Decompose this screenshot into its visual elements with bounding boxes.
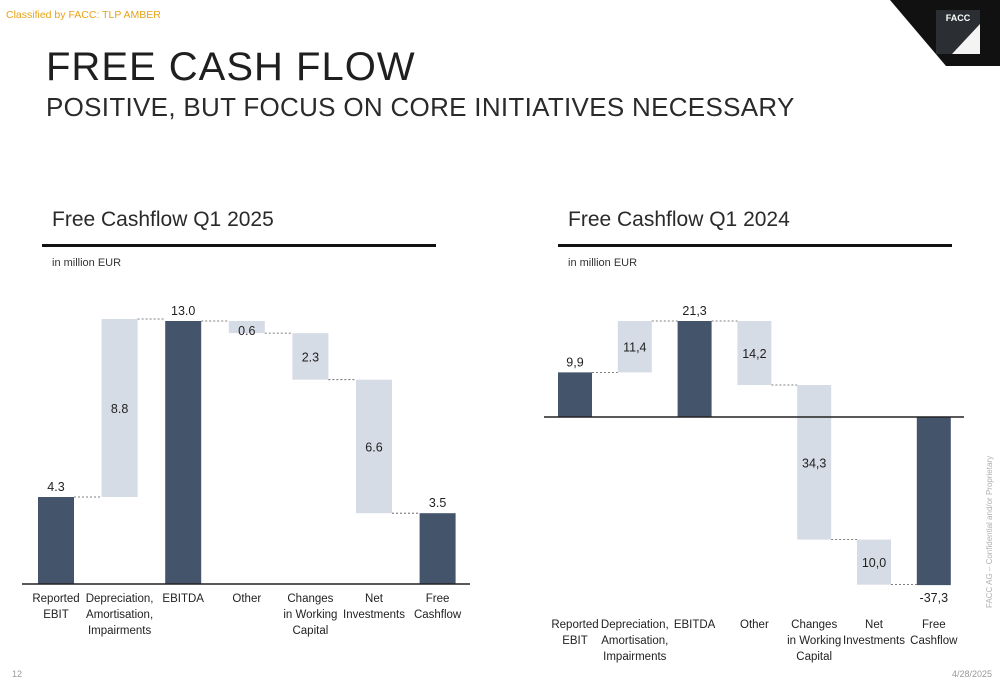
page-subtitle: POSITIVE, BUT FOCUS ON CORE INITIATIVES … [46,92,795,122]
chart-1-category-label-5-3: Capital [292,625,328,637]
chart-1-bar-2 [101,318,138,498]
chart-2-value-label-4: 14,2 [742,347,766,361]
chart-2-category-label-6-2: Investments [843,635,905,647]
chart-2-unit: in million EUR [568,257,638,269]
chart-1-category-label-2-2: Amortisation, [86,609,153,621]
chart-2-value-label-7: -37,3 [920,591,949,605]
chart-2-category-label-2-1: Depreciation, [601,619,669,631]
chart-1-category-label-4-1: Other [232,593,261,605]
chart-1-value-label-5: 2.3 [302,350,319,364]
chart-1-bar-1 [38,497,74,584]
chart-2-rule [558,244,952,247]
chart-1-bar-7 [419,513,456,584]
chart-2-bar-3 [677,321,712,417]
chart-1-value-label-4: 0.6 [238,324,255,338]
chart-2-bar-1 [558,372,592,417]
chart-1-bar-4 [228,321,265,334]
chart-2-category-label-3-1: EBITDA [674,619,716,631]
chart-2-category-label-2-2: Amortisation, [601,635,668,647]
chart-1-unit: in million EUR [52,257,122,269]
chart-2-bar-7 [916,417,951,586]
chart-2-bar-2 [617,321,652,373]
chart-2-value-label-6: 10,0 [862,556,886,570]
chart-1-category-label-2-3: Impairments [88,625,152,637]
chart-2-category-label-1-2: EBIT [562,635,588,647]
chart-1-category-label-1-2: EBIT [43,609,69,621]
chart-2-value-label-3: 21,3 [682,304,706,318]
chart-2-category-label-4-1: Other [740,619,769,631]
chart-2-category-label-2-3: Impairments [603,651,667,663]
chart-2-category-label-7-2: Cashflow [910,635,958,647]
chart-1-category-label-6-1: Net [365,593,384,605]
chart-1-value-label-1: 4.3 [47,480,64,494]
chart-2-category-label-1-1: Reported [551,619,598,631]
chart-2-value-label-5: 34,3 [802,456,826,470]
chart-1-value-label-6: 6.6 [365,440,382,454]
footer-date: 4/28/2025 [951,669,992,679]
side-note-container: FACC AG – Confidential and/or Proprietar… [985,430,997,610]
chart-2-bar-6 [857,539,891,585]
chart-2-category-label-5-2: in Working [787,635,841,647]
chart-1-rule [42,244,436,247]
chart-1-bar-3 [165,321,202,584]
chart-1-category-label-5-2: in Working [283,609,337,621]
logo-text: FACC [946,13,971,23]
chart-1-category-label-7-1: Free [426,593,450,605]
chart-1-value-label-2: 8.8 [111,402,128,416]
chart-2-category-label-5-3: Capital [796,651,832,663]
chart-2-category-label-5-1: Changes [791,619,837,631]
chart-1-category-label-1-1: Reported [32,593,79,605]
chart-2-bar-4 [737,321,772,385]
classification-label: Classified by FACC: TLP AMBER [6,9,161,21]
chart-1-category-label-6-2: Investments [343,609,405,621]
chart-1-category-label-5-1: Changes [287,593,333,605]
chart-2-value-label-2: 11,4 [623,341,646,355]
chart-1-category-label-3-1: EBITDA [162,593,204,605]
chart-1-category-label-2-1: Depreciation, [86,593,154,605]
chart-2-category-label-6-1: Net [865,619,884,631]
page-title: FREE CASH FLOW [46,45,416,89]
chart-1-value-label-3: 13.0 [171,304,195,318]
chart-2-title: Free Cashflow Q1 2024 [568,208,790,231]
chart-1-bar-6 [356,379,392,514]
chart-2-value-label-1: 9,9 [566,355,583,369]
page-number: 12 [12,669,23,679]
chart-2-bar-5 [797,385,832,540]
chart-1-title: Free Cashflow Q1 2025 [52,208,274,231]
chart-2-category-label-7-1: Free [922,619,946,631]
chart-1-bar-5 [292,333,329,380]
confidential-note: FACC AG – Confidential and/or Proprietar… [985,455,994,608]
facc-logo-corner: FACC [890,0,1000,66]
chart-1-category-label-7-2: Cashflow [414,609,462,621]
chart-1-value-label-7: 3.5 [429,496,446,510]
